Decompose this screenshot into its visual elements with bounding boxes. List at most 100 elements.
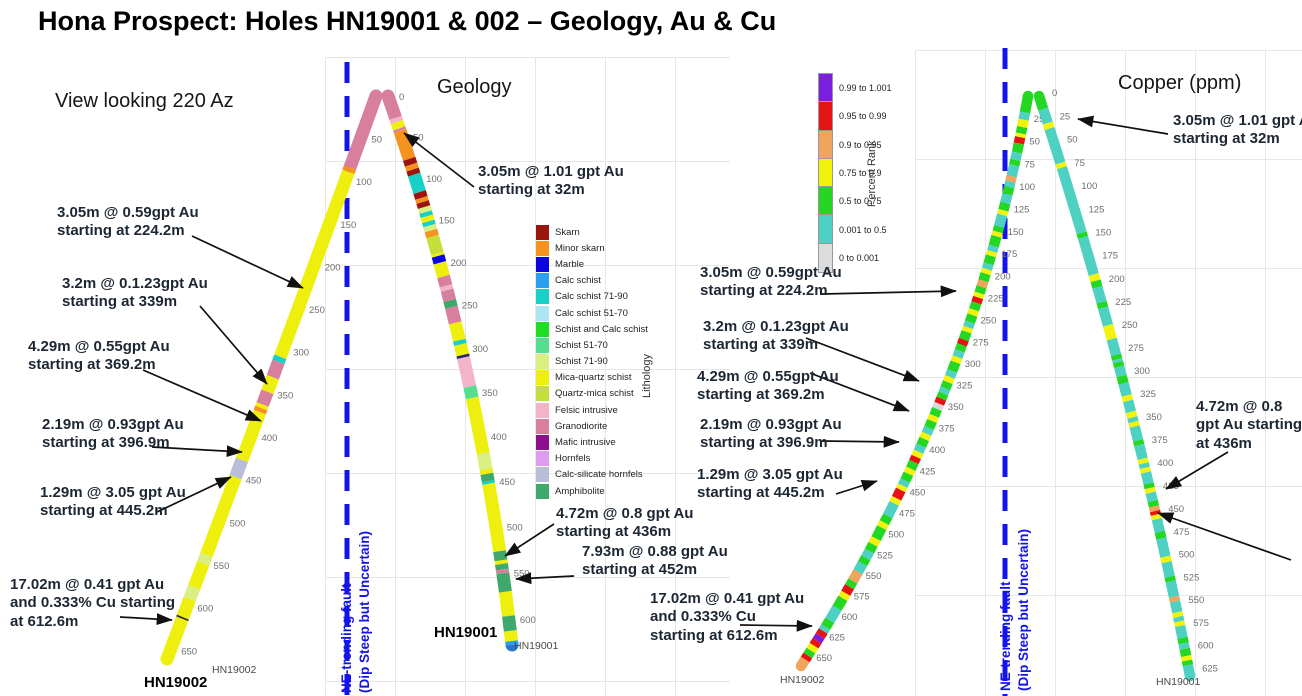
depth-tick: 450	[910, 487, 926, 498]
lith-band	[809, 637, 822, 649]
lith-band	[197, 552, 213, 566]
lith-band	[495, 568, 510, 575]
annotation-arrow	[199, 305, 268, 385]
lith-band	[800, 652, 813, 663]
lith-band	[413, 190, 428, 200]
lith-band	[448, 321, 466, 342]
depth-tick: 400	[491, 432, 507, 443]
lith-band	[927, 413, 940, 424]
lith-band	[1137, 457, 1149, 465]
legend-item: 0.001 to 0.5	[818, 214, 892, 245]
lith-band	[815, 628, 828, 639]
legend-label: 0.001 to 0.5	[839, 224, 887, 235]
lith-band	[463, 385, 479, 400]
lith-band	[796, 656, 810, 669]
drillhole-cu-hn19002	[795, 90, 1034, 672]
depth-tick: 550	[1188, 595, 1204, 606]
legend-item: Quartz-mica schist	[536, 386, 648, 402]
lith-band	[1114, 365, 1127, 378]
annotation-arrow	[504, 523, 555, 557]
lith-band	[958, 330, 972, 342]
depth-tick: 250	[1122, 320, 1138, 331]
lith-band	[1172, 611, 1184, 618]
depth-tick: 500	[507, 522, 523, 533]
lith-band	[404, 162, 419, 172]
annotation: 2.19m @ 0.93gpt Au starting at 396.9m	[700, 416, 842, 452]
lith-band	[403, 156, 418, 167]
legend-swatch	[536, 321, 549, 337]
lith-band	[1090, 279, 1103, 289]
lith-band	[1165, 580, 1180, 598]
legend-item: Felsic intrusive	[536, 402, 648, 418]
grid-right-panel	[915, 50, 1302, 696]
lith-band	[903, 466, 916, 477]
annotation-arrow	[739, 619, 813, 632]
depth-tick: 325	[1140, 389, 1156, 400]
lith-band	[274, 169, 355, 360]
lith-band	[921, 425, 934, 436]
depth-tick: 225	[988, 293, 1004, 304]
lith-band	[911, 449, 924, 460]
legend-label: Hornfels	[555, 453, 591, 465]
hole-label-hn19001-bold: HN19001	[434, 624, 498, 641]
depth-tick: 475	[899, 509, 915, 520]
legend-item: 0.75 to 0.9	[818, 157, 892, 189]
lith-band	[453, 338, 467, 346]
lith-band	[1128, 420, 1140, 428]
depth-tick: 575	[854, 592, 870, 603]
depth-tick: 600	[197, 604, 213, 615]
lith-band	[439, 284, 454, 292]
annotation-arrow	[821, 435, 900, 448]
depth-tick: 275	[973, 337, 989, 348]
fault-label-line1: NE-trending fault	[339, 583, 354, 694]
lith-band	[256, 389, 274, 407]
lith-band	[431, 254, 447, 265]
drillhole-geo-hn19001	[381, 89, 519, 652]
lith-band	[981, 262, 994, 271]
annotation-arrow	[805, 337, 920, 382]
annotation: 1.29m @ 3.05 gpt Au starting at 445.2m	[40, 484, 186, 520]
legend-swatch	[818, 186, 833, 217]
lith-band	[1005, 174, 1017, 183]
lith-band	[987, 244, 999, 253]
depth-tick: 200	[1109, 274, 1125, 285]
lith-band	[864, 541, 878, 554]
lith-band	[476, 452, 493, 471]
lith-band	[1160, 555, 1172, 564]
annotation: 4.72m @ 0.8 gpt Au starting at 436m	[556, 505, 694, 541]
percent-rank-legend-title: Percent Rank	[866, 140, 878, 207]
annotation: 4.72m @ 0.8 gpt Au starting at 436m	[1196, 398, 1302, 452]
legend-item: Schist and Calc schist	[536, 321, 648, 337]
legend-swatch	[818, 73, 833, 104]
lith-band	[932, 401, 945, 412]
legend-label: 0.75 to 0.9	[839, 168, 882, 179]
annotation-arrow	[151, 445, 243, 458]
lith-band	[415, 196, 429, 204]
depth-tick: 100	[356, 177, 372, 188]
legend-item: Calc schist 71-90	[536, 289, 648, 305]
depth-tick: 150	[340, 220, 356, 231]
hole-label-cu-hn19001: HN19001	[1156, 676, 1201, 688]
lith-band	[947, 360, 961, 373]
depth-tick: 500	[1179, 550, 1195, 561]
copper-panel-title: Copper (ppm)	[1118, 72, 1242, 94]
annotation: 17.02m @ 0.41 gpt Au and 0.333% Cu starti…	[10, 576, 176, 630]
legend-swatch	[536, 451, 549, 467]
legend-swatch	[818, 214, 833, 245]
depth-tick: 250	[309, 305, 325, 316]
lith-band	[934, 396, 947, 406]
legend-swatch	[818, 242, 833, 274]
depth-tick: 425	[920, 466, 936, 477]
lith-band	[1038, 107, 1053, 125]
lith-band	[909, 454, 921, 465]
lith-band	[503, 630, 519, 643]
depth-tick: 550	[214, 561, 230, 572]
lith-band	[1121, 394, 1134, 403]
lith-band	[1077, 235, 1099, 276]
depth-tick: 375	[939, 424, 955, 435]
lith-band	[1177, 636, 1189, 645]
lith-band	[1156, 537, 1171, 558]
legend-swatch	[536, 354, 549, 370]
annotation-arrow	[1165, 451, 1229, 490]
